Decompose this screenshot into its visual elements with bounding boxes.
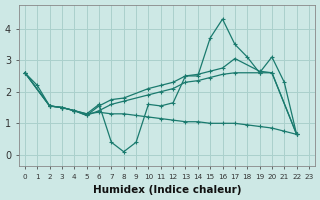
X-axis label: Humidex (Indice chaleur): Humidex (Indice chaleur) [93,185,241,195]
